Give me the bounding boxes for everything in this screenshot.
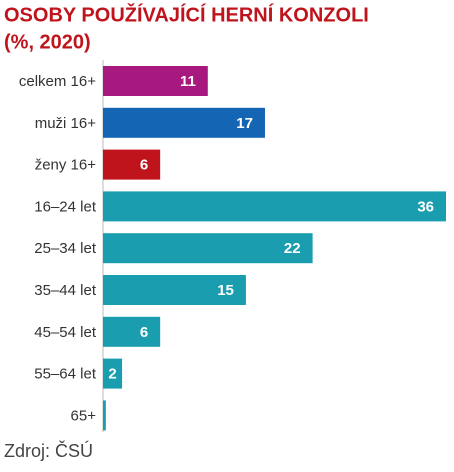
bar [103, 66, 208, 96]
category-label: 35–44 let [34, 282, 97, 299]
value-label: 11 [180, 73, 196, 90]
value-label: 6 [140, 157, 148, 174]
category-label: 25–34 let [34, 240, 97, 257]
category-label: muži 16+ [35, 115, 97, 132]
bar [103, 358, 123, 389]
value-label: 22 [284, 240, 301, 257]
source: Zdroj: ČSÚ [4, 440, 93, 461]
chart-subtitle: (%, 2020) [4, 31, 91, 53]
value-label: 17 [236, 115, 253, 132]
chart-title: OSOBY POUŽÍVAJÍCÍ HERNÍ KONZOLI [4, 2, 369, 26]
bar [103, 316, 161, 347]
category-label: ženy 16+ [35, 157, 97, 174]
category-label: 65+ [71, 407, 97, 424]
bar [103, 107, 265, 138]
value-label: 36 [417, 198, 434, 215]
category-label: celkem 16+ [19, 73, 96, 90]
bar [103, 400, 106, 431]
bar [103, 191, 446, 222]
bar [103, 275, 246, 305]
category-label: 16–24 let [34, 198, 97, 215]
bar [103, 149, 161, 180]
category-label: 55–64 let [34, 366, 97, 383]
value-label: 2 [108, 366, 116, 383]
category-label: 45–54 let [34, 324, 97, 341]
bar [103, 233, 313, 264]
value-label: 6 [140, 324, 148, 341]
value-label: 15 [217, 282, 234, 299]
